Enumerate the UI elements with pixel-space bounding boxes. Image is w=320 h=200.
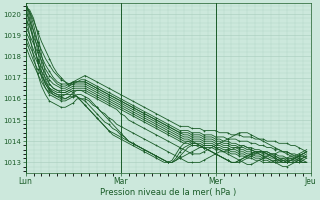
X-axis label: Pression niveau de la mer( hPa ): Pression niveau de la mer( hPa ): [100, 188, 236, 197]
